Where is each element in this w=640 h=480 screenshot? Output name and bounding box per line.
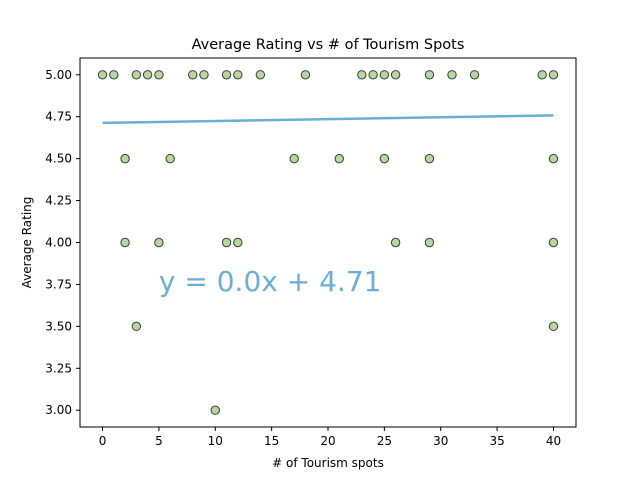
chart-title: Average Rating vs # of Tourism Spots [192, 37, 465, 53]
points-layer [97, 70, 559, 415]
y-tick-label: 3.75 [45, 277, 72, 291]
data-point [368, 70, 378, 80]
data-point [537, 70, 547, 80]
data-point [289, 153, 299, 164]
x-tick-label: 15 [264, 434, 279, 448]
data-point [109, 70, 119, 80]
data-point [120, 237, 130, 248]
x-tick-label: 0 [99, 434, 107, 448]
data-point [379, 70, 390, 80]
regression-equation: y = 0.0x + 4.71 [159, 265, 382, 298]
data-point [334, 153, 344, 164]
data-point [390, 70, 401, 80]
y-axis: 3.00 3.25 3.50 3.75 4.00 4.25 4.50 4.75 5.00 [45, 68, 80, 417]
data-point [188, 70, 198, 80]
data-point [469, 70, 480, 80]
x-tick-label: 20 [320, 434, 335, 448]
x-tick-label: 40 [546, 434, 561, 448]
data-point [233, 237, 243, 248]
data-point [300, 70, 311, 80]
y-tick-label: 3.25 [45, 361, 72, 375]
y-axis-label: Average Rating [20, 197, 34, 289]
x-tick-label: 5 [155, 434, 163, 448]
data-point [390, 237, 401, 248]
data-point [357, 70, 367, 80]
data-point [424, 70, 435, 80]
data-point [131, 321, 142, 332]
data-point [120, 153, 130, 164]
regression-line [102, 114, 554, 125]
y-tick-label: 5.00 [45, 68, 72, 82]
y-tick-label: 4.75 [45, 110, 72, 124]
data-point [255, 70, 266, 80]
data-point [424, 153, 435, 164]
y-tick-label: 4.50 [45, 152, 72, 166]
data-point [221, 70, 232, 80]
y-tick-label: 4.25 [45, 194, 72, 208]
y-tick-label: 4.00 [45, 236, 72, 250]
x-axis: 0 5 10 15 20 25 30 35 40 [99, 427, 561, 448]
data-point [154, 237, 164, 248]
data-point [165, 153, 175, 164]
data-point [142, 70, 153, 80]
data-point [447, 70, 457, 80]
data-point [548, 237, 559, 248]
x-tick-label: 25 [377, 434, 392, 448]
data-point [131, 70, 142, 80]
data-point [424, 237, 435, 248]
data-point [379, 153, 390, 164]
y-tick-label: 3.50 [45, 319, 72, 333]
data-point [548, 70, 559, 80]
x-tick-label: 35 [489, 434, 504, 448]
x-tick-label: 30 [433, 434, 448, 448]
data-point [154, 70, 164, 80]
data-point [221, 237, 232, 248]
data-point [233, 70, 243, 80]
y-tick-label: 3.00 [45, 403, 72, 417]
data-point [548, 153, 559, 164]
regression-layer [102, 114, 554, 125]
data-point [210, 405, 220, 415]
x-axis-label: # of Tourism spots [272, 456, 384, 470]
data-point [199, 70, 209, 80]
x-tick-label: 10 [208, 434, 223, 448]
data-point [97, 70, 108, 80]
data-point [548, 321, 559, 332]
